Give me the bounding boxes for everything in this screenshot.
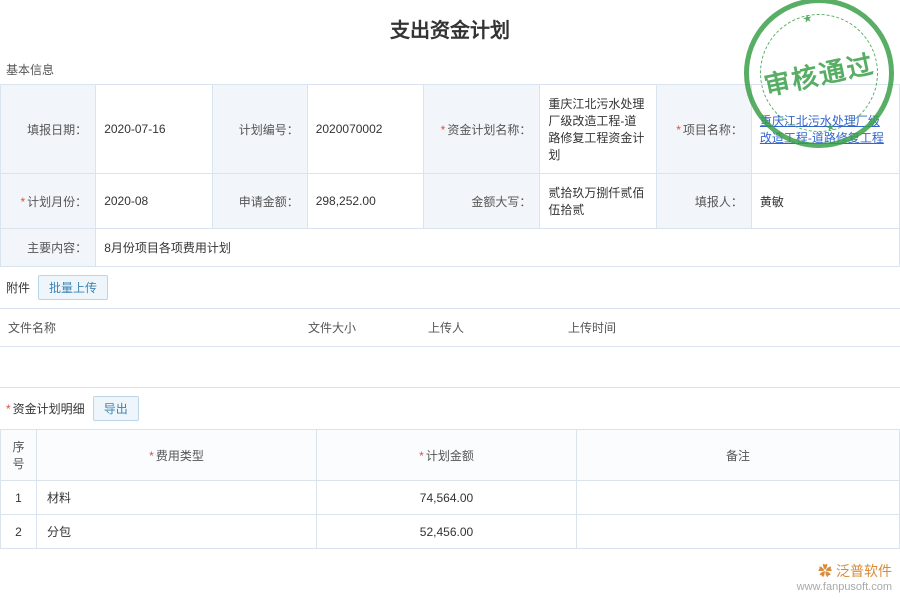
col-amount: *计划金额: [317, 430, 577, 481]
export-button[interactable]: 导出: [93, 396, 139, 421]
value-plan-no: 2020070002: [307, 85, 423, 174]
label-project-name: *项目名称：: [656, 85, 751, 174]
cell-remark: [577, 515, 900, 549]
col-seq: 序号: [1, 430, 37, 481]
col-file-name: 文件名称: [0, 309, 300, 346]
cell-amount: 52,456.00: [317, 515, 577, 549]
col-file-size: 文件大小: [300, 309, 420, 346]
table-row: 1材料74,564.00: [1, 481, 900, 515]
col-remark: 备注: [577, 430, 900, 481]
section-detail: *资金计划明细: [6, 400, 85, 417]
label-amount-cn: 金额大写：: [424, 174, 540, 229]
section-basic-info: 基本信息: [0, 53, 900, 84]
value-reporter: 黄敏: [751, 174, 899, 229]
page-title: 支出资金计划: [0, 0, 900, 53]
label-report-date: 填报日期：: [1, 85, 96, 174]
value-amount-cn: 贰拾玖万捌仟贰佰伍拾贰: [540, 174, 656, 229]
cell-type: 分包: [37, 515, 317, 549]
detail-table: 序号 *费用类型 *计划金额 备注 1材料74,564.002分包52,456.…: [0, 429, 900, 549]
cell-amount: 74,564.00: [317, 481, 577, 515]
value-plan-name: 重庆江北污水处理厂级改造工程-道路修复工程资金计划: [540, 85, 656, 174]
section-attachments: 附件: [6, 279, 30, 296]
label-plan-name: *资金计划名称：: [424, 85, 540, 174]
value-project-name[interactable]: 重庆江北污水处理厂级改造工程-道路修复工程: [751, 85, 899, 174]
label-plan-month: *计划月份：: [1, 174, 96, 229]
value-plan-month: 2020-08: [96, 174, 212, 229]
label-plan-no: 计划编号：: [212, 85, 307, 174]
label-main-content: 主要内容：: [1, 229, 96, 267]
cell-remark: [577, 481, 900, 515]
col-uploader: 上传人: [420, 309, 560, 346]
table-row: 2分包52,456.00: [1, 515, 900, 549]
watermark: ✿ 泛普软件 www.fanpusoft.com: [797, 562, 892, 594]
cell-seq: 1: [1, 481, 37, 515]
cell-type: 材料: [37, 481, 317, 515]
attachment-header: 文件名称 文件大小 上传人 上传时间: [0, 308, 900, 347]
value-apply-amount: 298,252.00: [307, 174, 423, 229]
col-type: *费用类型: [37, 430, 317, 481]
cell-seq: 2: [1, 515, 37, 549]
value-main-content: 8月份项目各项费用计划: [96, 229, 900, 267]
basic-info-table: 填报日期： 2020-07-16 计划编号： 2020070002 *资金计划名…: [0, 84, 900, 267]
label-apply-amount: 申请金额：: [212, 174, 307, 229]
batch-upload-button[interactable]: 批量上传: [38, 275, 108, 300]
value-report-date: 2020-07-16: [96, 85, 212, 174]
label-reporter: 填报人：: [656, 174, 751, 229]
col-upload-time: 上传时间: [560, 309, 760, 346]
